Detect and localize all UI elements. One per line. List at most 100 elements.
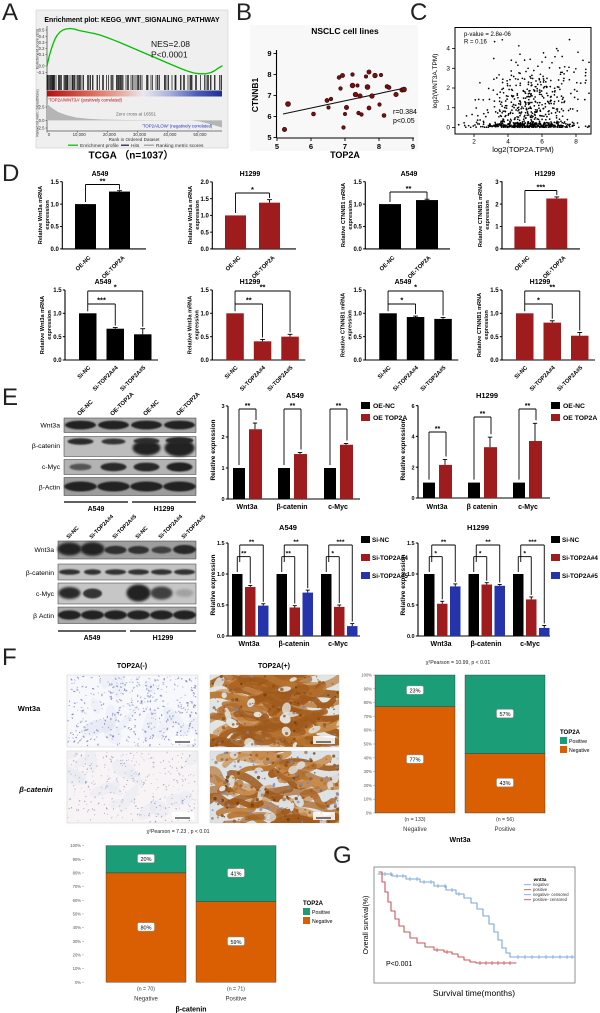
svg-text:B: B (236, 0, 252, 26)
svg-text:**: ** (286, 550, 292, 557)
svg-text:expression: expression (47, 310, 53, 340)
svg-text:60%: 60% (364, 728, 373, 733)
svg-text:p<0.05: p<0.05 (393, 118, 415, 125)
svg-text:**: ** (485, 539, 491, 546)
svg-text:0.0: 0.0 (39, 64, 45, 69)
svg-text:Positive: Positive (494, 827, 516, 833)
svg-text:Wnt3a: Wnt3a (18, 704, 41, 713)
svg-text:OE TOP2A: OE TOP2A (373, 415, 407, 422)
svg-text:3: 3 (222, 404, 225, 410)
svg-text:59%: 59% (230, 940, 241, 946)
svg-text:Rank in Ordered Dataset: Rank in Ordered Dataset (109, 137, 161, 142)
svg-text:β-catenin: β-catenin (175, 1006, 206, 1013)
svg-text:1.0: 1.0 (217, 572, 225, 578)
svg-text:0.0: 0.0 (201, 358, 210, 364)
svg-text:Relative expression: Relative expression (400, 419, 407, 480)
svg-text:70%: 70% (73, 884, 82, 889)
svg-text:TOP2A: TOP2A (330, 150, 360, 160)
svg-text:Hits: Hits (131, 143, 140, 149)
svg-text:*: * (400, 296, 403, 305)
svg-text:*: * (523, 550, 526, 557)
svg-text:H1299: H1299 (240, 171, 261, 178)
svg-text:H1299: H1299 (467, 523, 489, 532)
svg-text:**: ** (525, 403, 531, 410)
svg-text:Negative: Negative (312, 919, 333, 925)
svg-text:4: 4 (446, 46, 450, 53)
svg-text:**: ** (549, 283, 555, 292)
svg-text:0.5: 0.5 (201, 335, 210, 341)
svg-text:0.0: 0.0 (354, 358, 363, 364)
svg-text:β-catenin: β-catenin (18, 785, 53, 794)
svg-text:TOP2A: TOP2A (560, 730, 581, 736)
svg-text:Relative Wnt3a mRNA: Relative Wnt3a mRNA (40, 296, 46, 354)
svg-text:1.5: 1.5 (217, 541, 225, 547)
svg-text:χ²Pearson = 10.99, p < 0.01: χ²Pearson = 10.99, p < 0.01 (426, 660, 491, 666)
svg-text:4: 4 (412, 435, 416, 441)
svg-text:5: 5 (275, 142, 279, 151)
svg-text:Relative CTNNB1 mRNA: Relative CTNNB1 mRNA (341, 183, 347, 247)
svg-text:Enrichment profile: Enrichment profile (80, 143, 119, 149)
svg-text:P<0.001: P<0.001 (386, 961, 412, 968)
svg-text:Relative CTNNB1 mRNA: Relative CTNNB1 mRNA (477, 293, 483, 357)
svg-text:Overall survival(%): Overall survival(%) (363, 896, 370, 955)
svg-text:1.0: 1.0 (53, 312, 62, 318)
svg-text:TOP2A(-): TOP2A(-) (117, 663, 147, 670)
svg-text:positive- censored: positive- censored (533, 897, 568, 902)
svg-text:TOP2A(+): TOP2A(+) (258, 663, 290, 670)
svg-text:0.4: 0.4 (39, 34, 45, 39)
svg-text:Relative Wnt3a mRNA: Relative Wnt3a mRNA (38, 186, 44, 244)
svg-text:0.5: 0.5 (407, 603, 415, 609)
svg-text:0.5: 0.5 (201, 230, 210, 236)
svg-text:2: 2 (222, 435, 225, 441)
svg-text:Ranked list metric (Signal2Noi: Ranked list metric (Signal2Noise) (36, 89, 40, 136)
svg-text:R = 0.16: R = 0.16 (464, 40, 488, 46)
svg-text:expression: expression (484, 310, 490, 340)
svg-text:TCGA （n=1037）: TCGA （n=1037） (89, 149, 174, 162)
svg-text:30%: 30% (364, 769, 373, 774)
svg-text:'TOP2A/WNT3A' (positively corr: 'TOP2A/WNT3A' (positively correlated) (48, 98, 122, 103)
svg-text:β Actin: β Actin (33, 613, 54, 620)
svg-text:4: 4 (506, 139, 510, 146)
svg-text:0.0: 0.0 (201, 247, 210, 253)
svg-text:0.0: 0.0 (217, 634, 225, 640)
svg-text:p-value = 2.8e-06: p-value = 2.8e-06 (464, 32, 512, 38)
svg-text:OE-NC: OE-NC (563, 403, 585, 410)
svg-text:F: F (2, 644, 17, 671)
svg-text:3: 3 (495, 180, 499, 186)
svg-text:TOP2A: TOP2A (303, 901, 324, 907)
svg-text:A549: A549 (88, 506, 105, 513)
svg-text:20%: 20% (140, 857, 151, 863)
svg-text:0.3: 0.3 (39, 40, 45, 45)
svg-text:(n = 70): (n = 70) (137, 986, 155, 992)
svg-text:100%: 100% (361, 673, 372, 678)
svg-text:0%: 0% (75, 980, 81, 985)
svg-text:1: 1 (222, 466, 225, 472)
svg-text:1.5: 1.5 (354, 180, 363, 186)
svg-text:(n = 133): (n = 133) (405, 817, 426, 823)
svg-text:0.0: 0.0 (490, 358, 499, 364)
svg-text:41%: 41% (230, 871, 241, 877)
svg-text:CTNNB1: CTNNB1 (250, 77, 260, 112)
svg-text:Zero cross at 16551: Zero cross at 16551 (116, 112, 157, 117)
svg-text:40,000: 40,000 (163, 132, 177, 137)
svg-text:χ²Pearson = 7.23 , p < 0.01: χ²Pearson = 7.23 , p < 0.01 (147, 829, 210, 835)
svg-text:**: ** (246, 296, 252, 305)
svg-text:**: ** (249, 539, 255, 546)
svg-text:NSCLC cell lines: NSCLC cell lines (311, 26, 379, 36)
svg-text:6: 6 (267, 112, 271, 121)
svg-text:0.5: 0.5 (53, 335, 62, 341)
svg-text:log2(WNT3A.TPM): log2(WNT3A.TPM) (432, 54, 439, 109)
svg-text:23%: 23% (409, 689, 420, 695)
svg-text:H1299: H1299 (535, 171, 556, 178)
svg-text:*: * (331, 550, 334, 557)
svg-text:0.5: 0.5 (217, 603, 225, 609)
svg-text:H1299: H1299 (153, 635, 174, 642)
svg-text:30%: 30% (73, 939, 82, 944)
svg-text:Positive: Positive (225, 996, 247, 1002)
svg-text:Wnt3a: Wnt3a (431, 641, 452, 648)
svg-text:-2.5: -2.5 (37, 126, 45, 131)
svg-text:0.0: 0.0 (51, 247, 60, 253)
svg-text:0%: 0% (366, 811, 372, 816)
svg-text:10,000: 10,000 (73, 132, 87, 137)
svg-text:A: A (2, 0, 18, 26)
